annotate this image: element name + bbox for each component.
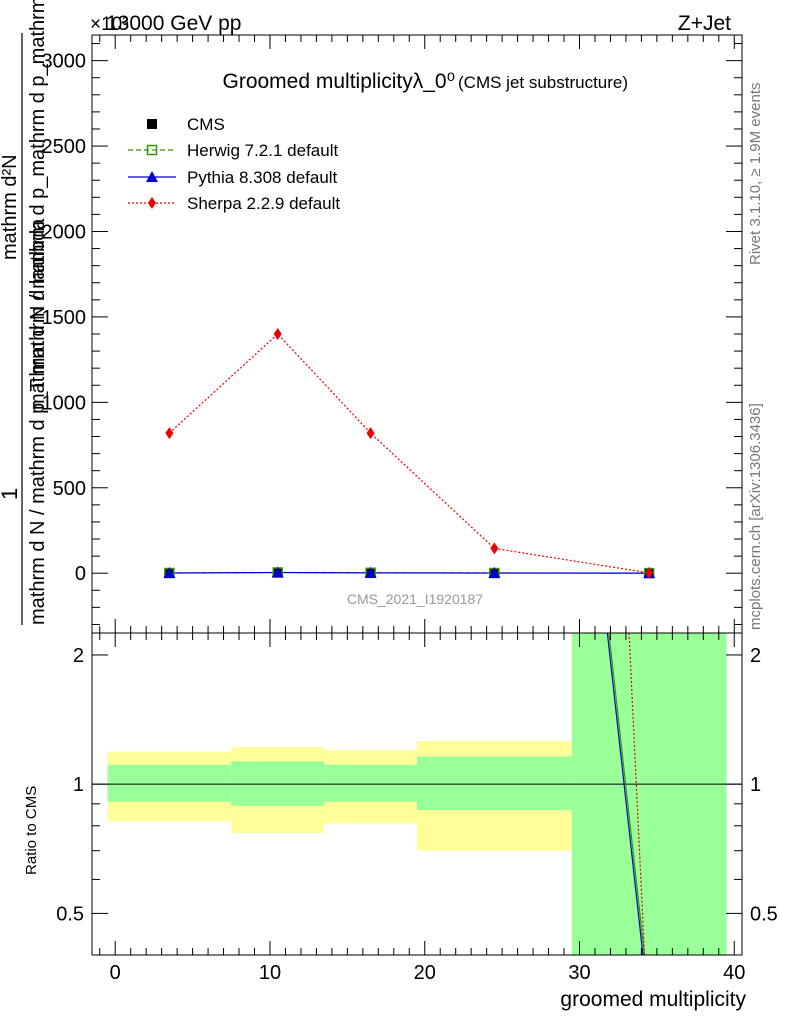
stat-band-0	[107, 764, 232, 802]
stat-band-2	[324, 764, 417, 802]
upper-y-tick-label: 500	[53, 478, 86, 500]
data-point-2	[271, 566, 284, 578]
ratio-line-0	[606, 632, 644, 956]
series-line-2	[169, 571, 650, 574]
plot-title: Groomed multiplicityλ_0⁰	[223, 70, 456, 93]
data-point-2	[364, 566, 377, 578]
upper-y-tick-label: 3000	[42, 51, 87, 73]
process-label: Z+Jet	[678, 12, 731, 35]
ylabel-denominator-line2: mathrm d N / mathrm d p_mathrm d p_mathr…	[27, 0, 49, 410]
ratio-series	[606, 632, 646, 956]
lower-axis-ticks: 0 10 20 30 40 0.5 0.5 1 1 2 2	[56, 633, 778, 984]
ylabel-denominator-line1: mathrm d N / mathrm d p_T mathrm d lambd…	[27, 218, 49, 625]
data-point-2	[488, 567, 501, 579]
ratio-y-tick-label: 2	[73, 645, 84, 667]
lower-panel: 0 10 20 30 40 0.5 0.5 1 1 2 2 Ratio to CMS groomed…	[23, 632, 778, 1011]
watermark-label: CMS_2021_I1920187	[347, 591, 483, 607]
legend-marker-1	[146, 144, 158, 156]
lower-frame	[91, 632, 743, 956]
legend-marker-2	[146, 171, 158, 182]
upper-axis-ticks: 0 500 1000 1500 2000 2500 3000	[42, 35, 742, 633]
upper-panel: 0 500 1000 1500 2000 2500 3000 Groomed multipl…	[0, 0, 743, 634]
data-point-2	[163, 567, 176, 579]
legend-label-1: Herwig 7.2.1 default	[187, 141, 338, 160]
x-tick-label: 0	[110, 962, 121, 984]
data-point-3	[165, 427, 174, 440]
ratio-ylabel: Ratio to CMS	[23, 786, 40, 875]
data-point-3	[273, 328, 282, 340]
legend-marker-3	[148, 197, 156, 209]
ratio-y-tick-label: 1	[73, 774, 84, 796]
ratio-bands	[107, 633, 727, 955]
stat-band-1	[231, 761, 325, 806]
x-tick-label: 20	[414, 962, 436, 984]
ratio-y-tick-label-right: 1	[750, 774, 761, 796]
upper-y-tick-label: 1500	[42, 307, 87, 329]
rivet-label: Rivet 3.1.10, ≥ 1.9M events	[747, 83, 764, 266]
plot-subtitle: (CMS jet substructure)	[458, 73, 628, 92]
xlabel: groomed multiplicity	[560, 988, 746, 1011]
stat-band-4	[571, 633, 727, 955]
upper-y-tick-label: 1000	[42, 392, 87, 414]
ratio-line-1	[608, 632, 646, 956]
ylabel-numerator: 1	[0, 488, 22, 500]
upper-y-tick-label: 0	[75, 563, 86, 585]
x-tick-label: 30	[568, 962, 590, 984]
data-point-3	[490, 542, 499, 555]
legend-label-2: Pythia 8.308 default	[187, 168, 338, 187]
ylabel-top: mathrm d²N	[0, 154, 21, 260]
stat-band-3	[417, 756, 572, 811]
upper-series	[163, 328, 656, 579]
ratio-y-tick-label-right: 2	[750, 645, 761, 667]
x-tick-label: 10	[259, 962, 281, 984]
legend-marker-0	[147, 119, 157, 129]
ratio-y-tick-label-right: 0.5	[750, 903, 778, 925]
exponent-label: ×10³	[90, 14, 129, 35]
legend-label-0: CMS	[187, 115, 225, 134]
data-point-3	[366, 427, 375, 440]
ratio-line-2	[628, 632, 646, 956]
series-line-3	[168, 333, 650, 574]
x-tick-label: 40	[723, 962, 745, 984]
energy-label: 13000 GeV pp	[106, 12, 241, 35]
mcplots-label: mcplots.cern.ch [arXiv:1306.3436]	[747, 403, 764, 630]
upper-y-tick-label: 2000	[42, 221, 87, 243]
data-point-3	[645, 566, 654, 579]
legend: CMS Herwig 7.2.1 default Pythia 8.308 defa…	[128, 115, 340, 213]
upper-y-tick-label: 2500	[42, 136, 87, 158]
legend-label-3: Sherpa 2.2.9 default	[187, 194, 340, 213]
ratio-y-tick-label: 0.5	[56, 903, 84, 925]
